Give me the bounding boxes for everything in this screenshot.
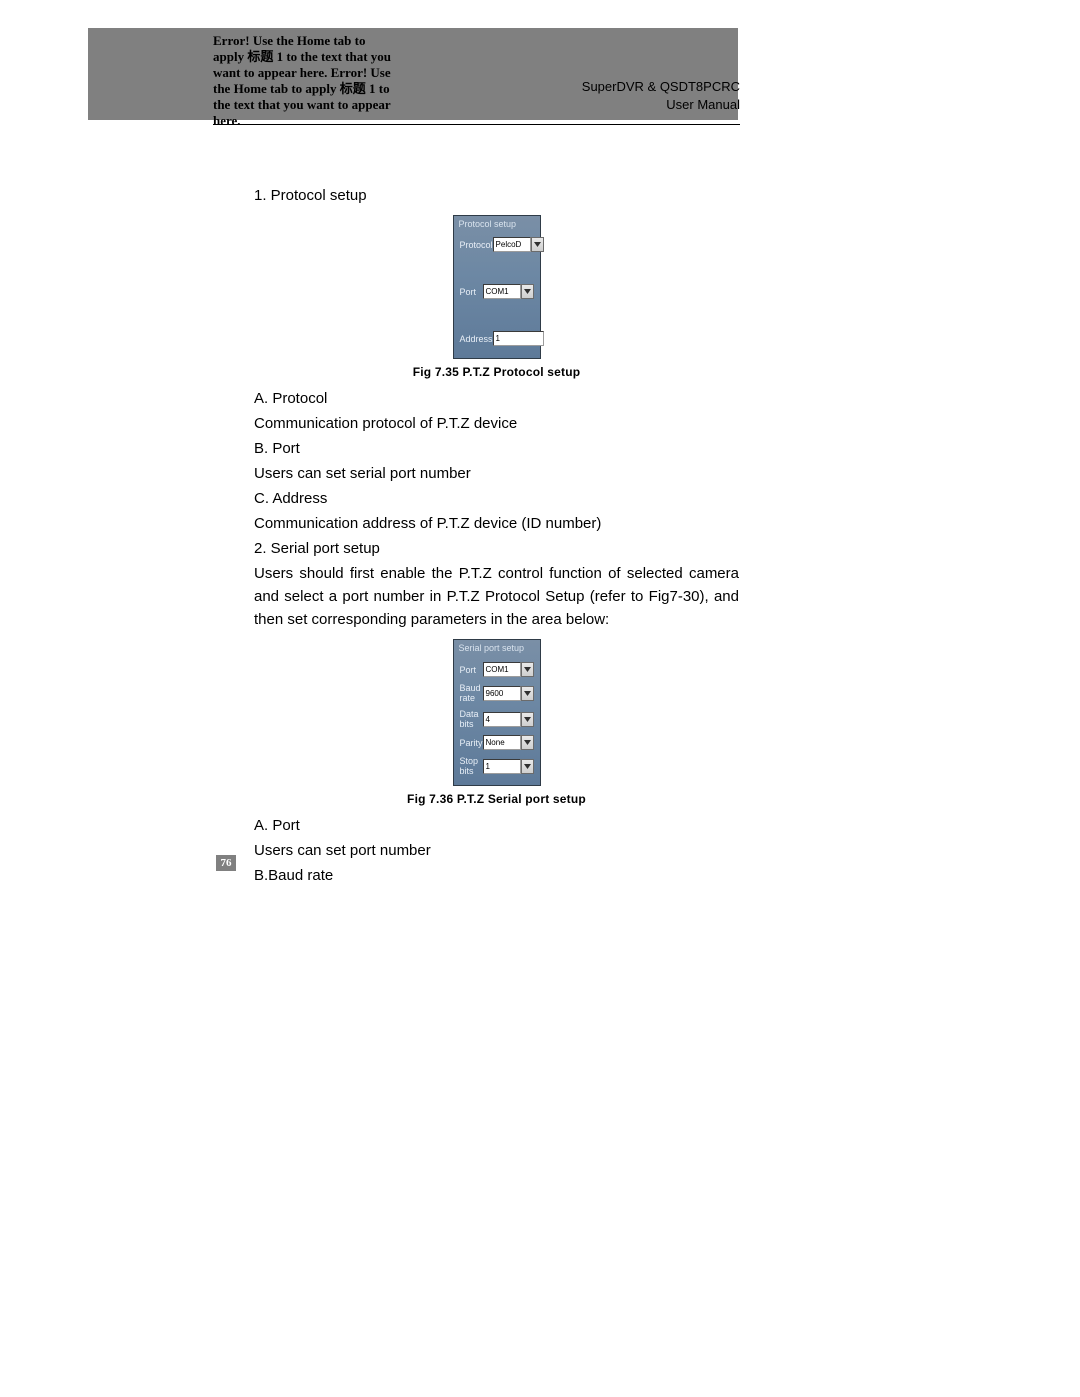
serial-port-control: COM1 (483, 662, 534, 677)
port-select[interactable]: COM1 (483, 284, 521, 299)
chevron-down-icon (524, 764, 531, 769)
serial-panel-body: Port COM1 Baud rate 9600 (454, 655, 540, 785)
protocol-control: PelcoD (493, 237, 544, 252)
chevron-down-icon (524, 289, 531, 294)
chevron-down-icon (524, 740, 531, 745)
data-bits-row: Data bits 4 (454, 706, 540, 732)
baud-rate-control: 9600 (483, 686, 534, 701)
data-bits-dropdown-button[interactable] (521, 712, 534, 727)
page: Error! Use the Home tab to apply 标题 1 to… (0, 0, 1080, 1397)
baud-rate-row: Baud rate 9600 (454, 680, 540, 706)
stop-bits-control: 1 (483, 759, 534, 774)
stop-bits-select[interactable]: 1 (483, 759, 521, 774)
protocol-setup-panel: Protocol setup Protocol PelcoD (453, 215, 541, 359)
body-column: 1. Protocol setup Protocol setup Protoco… (254, 184, 739, 889)
protocol-label: Protocol (460, 240, 493, 250)
section-1-title: 1. Protocol setup (254, 184, 739, 207)
a-port2-desc: Users can set port number (254, 839, 739, 862)
port-row: Port COM1 (454, 282, 540, 301)
parity-control: None (483, 735, 534, 750)
spacer (454, 301, 540, 329)
address-label: Address (460, 334, 493, 344)
serial-port-dropdown-button[interactable] (521, 662, 534, 677)
data-bits-control: 4 (483, 712, 534, 727)
a-protocol-heading: A. Protocol (254, 387, 739, 410)
port-label: Port (460, 287, 483, 297)
a-protocol-desc: Communication protocol of P.T.Z device (254, 412, 739, 435)
baud-rate-label: Baud rate (460, 683, 483, 703)
chevron-down-icon (524, 691, 531, 696)
figure-735-caption: Fig 7.35 P.T.Z Protocol setup (254, 365, 739, 379)
data-bits-select[interactable]: 4 (483, 712, 521, 727)
baud-rate-dropdown-button[interactable] (521, 686, 534, 701)
address-row: Address 1 (454, 329, 540, 348)
baud-rate-select[interactable]: 9600 (483, 686, 521, 701)
protocol-dropdown-button[interactable] (531, 237, 544, 252)
b-port-desc: Users can set serial port number (254, 462, 739, 485)
stop-bits-dropdown-button[interactable] (521, 759, 534, 774)
serial-port-row: Port COM1 (454, 659, 540, 680)
figure-736-caption: Fig 7.36 P.T.Z Serial port setup (254, 792, 739, 806)
b-port-heading: B. Port (254, 437, 739, 460)
stop-bits-row: Stop bits 1 (454, 753, 540, 779)
serial-panel-title: Serial port setup (454, 640, 540, 655)
c-address-desc: Communication address of P.T.Z device (I… (254, 512, 739, 535)
section-2-title: 2. Serial port setup (254, 537, 739, 560)
serial-setup-panel: Serial port setup Port COM1 Baud rate 96… (453, 639, 541, 786)
header-rule (213, 124, 740, 125)
protocol-panel-title: Protocol setup (454, 216, 540, 231)
product-line: SuperDVR & QSDT8PCRC (565, 78, 740, 96)
parity-select[interactable]: None (483, 735, 521, 750)
parity-row: Parity None (454, 732, 540, 753)
header-right: SuperDVR & QSDT8PCRC User Manual (565, 78, 740, 114)
figure-736-wrap: Serial port setup Port COM1 Baud rate 96… (254, 639, 739, 806)
address-control: 1 (493, 331, 544, 346)
page-number: 76 (216, 855, 236, 871)
parity-dropdown-button[interactable] (521, 735, 534, 750)
protocol-select[interactable]: PelcoD (493, 237, 531, 252)
b-baud-heading: B.Baud rate (254, 864, 739, 887)
manual-line: User Manual (565, 96, 740, 114)
chevron-down-icon (524, 667, 531, 672)
port-control: COM1 (483, 284, 534, 299)
parity-label: Parity (460, 738, 483, 748)
figure-735-wrap: Protocol setup Protocol PelcoD (254, 215, 739, 379)
port-dropdown-button[interactable] (521, 284, 534, 299)
section-2-para: Users should first enable the P.T.Z cont… (254, 562, 739, 631)
a-port2-heading: A. Port (254, 814, 739, 837)
protocol-row: Protocol PelcoD (454, 235, 540, 254)
data-bits-label: Data bits (460, 709, 483, 729)
chevron-down-icon (524, 717, 531, 722)
header-error-text: Error! Use the Home tab to apply 标题 1 to… (213, 33, 398, 129)
stop-bits-label: Stop bits (460, 756, 483, 776)
spacer (454, 254, 540, 282)
serial-port-label: Port (460, 665, 483, 675)
protocol-panel-body: Protocol PelcoD Port COM1 (454, 231, 540, 358)
address-input[interactable]: 1 (493, 331, 544, 346)
serial-port-select[interactable]: COM1 (483, 662, 521, 677)
chevron-down-icon (534, 242, 541, 247)
c-address-heading: C. Address (254, 487, 739, 510)
